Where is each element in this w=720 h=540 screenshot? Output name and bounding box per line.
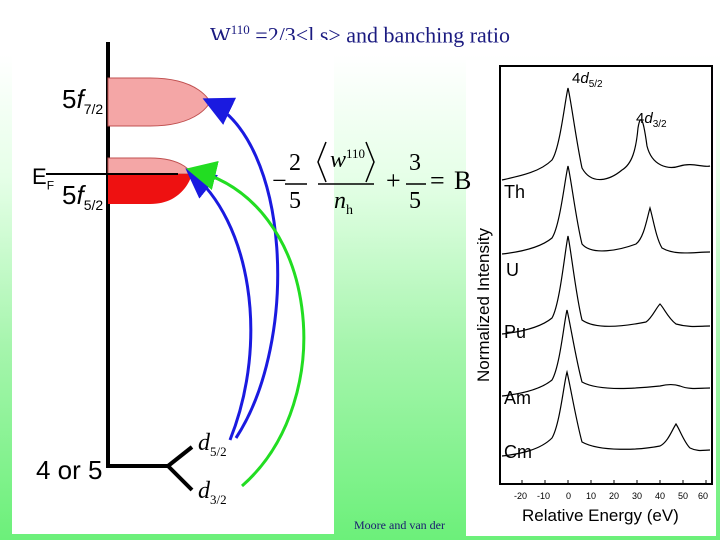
arrow-d32-to-5f52 [186, 160, 306, 488]
spectrum-th [501, 87, 711, 181]
spectrum-label-cm: Cm [504, 442, 532, 462]
core-split-lower [166, 464, 194, 492]
label-d32: d3/2 [198, 478, 227, 507]
arrow-d52-to-5f52 [185, 168, 253, 441]
y-axis-label: Normalized Intensity [474, 227, 493, 382]
formula-coef-num: 2 [289, 150, 301, 176]
x-tick-label: 60 [698, 491, 709, 501]
angle-bracket-left [317, 141, 327, 183]
x-tick-label: 0 [566, 491, 572, 501]
peak-label-4d32: 4d3/2 [636, 110, 667, 130]
spectra-panel [466, 60, 716, 536]
label-5f72: 5f7/2 [62, 84, 104, 118]
label-5f52: 5f5/2 [62, 180, 104, 214]
x-tick-label: 40 [655, 491, 666, 501]
spectrum-label-am: Am [504, 388, 531, 408]
formula-coef-den: 5 [289, 188, 301, 214]
spectrum-label-th: Th [504, 182, 526, 202]
x-tick-label: 10 [586, 491, 597, 501]
spectrum-u [501, 165, 711, 255]
formula-rhs: B [454, 166, 472, 195]
x-tick-label: -10 [537, 491, 551, 501]
x-axis-label: Relative Energy (eV) [522, 506, 679, 525]
arrow-d52-to-5f72 [202, 97, 280, 439]
citation-text: Moore and van der [354, 518, 445, 532]
label-core-level: 4 or 5 [36, 455, 103, 485]
formula-minus: − [272, 166, 287, 195]
x-axis-ticks [521, 480, 707, 484]
spectrum-label-u: U [506, 260, 519, 280]
core-split-upper [166, 445, 194, 468]
spectrum-cm [501, 369, 711, 457]
formula-w: w110 [330, 146, 366, 173]
x-tick-label: 50 [678, 491, 689, 501]
formula-const-num: 3 [409, 150, 421, 176]
band-5f52-lower [108, 174, 192, 204]
x-tick-label: 20 [609, 491, 620, 501]
formula-plus: + [386, 166, 401, 195]
peak-label-4d52: 4d5/2 [572, 70, 603, 90]
label-fermi: EF [32, 164, 55, 193]
label-d52: d5/2 [198, 430, 227, 459]
x-tick-label: 30 [632, 491, 643, 501]
angle-bracket-right [365, 141, 375, 183]
spectrum-pu [501, 235, 711, 335]
formula-const-den: 5 [409, 188, 421, 214]
spectrum-am [501, 309, 711, 397]
formula-equals: = [430, 166, 445, 195]
spectrum-label-pu: Pu [504, 322, 527, 342]
spectra-frame [499, 65, 713, 485]
formula-nh: nh [334, 188, 353, 218]
x-tick-label: -20 [514, 491, 528, 501]
